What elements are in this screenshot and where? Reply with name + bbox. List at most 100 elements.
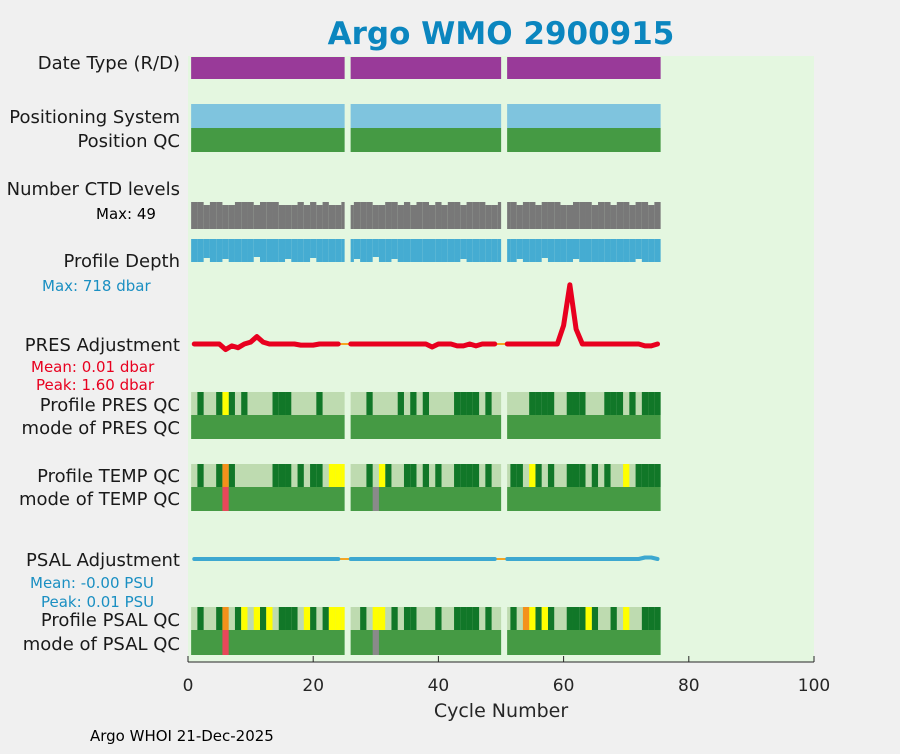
profile-depth-bar — [585, 239, 592, 262]
profile-psal-qc-yellow-flag — [335, 607, 342, 630]
ctd-level-bar — [259, 202, 267, 229]
profile-psal-qc-yellow-flag — [253, 607, 260, 630]
profile-depth-bar — [291, 239, 298, 262]
profile-temp-qc-dark-flag — [216, 464, 223, 487]
profile-temp-qc-dark-flag — [410, 464, 417, 487]
ctd-level-bar — [403, 202, 411, 229]
ctd-level-bar — [554, 202, 561, 229]
profile-depth-bar — [253, 239, 260, 257]
profile-depth-bar — [591, 239, 599, 262]
profile-pres-qc-dark-flag — [460, 392, 467, 415]
mode-psal-qc-background — [191, 630, 345, 655]
profile-psal-qc-dark-flag — [510, 607, 517, 630]
profile-pres-qc-dark-flag — [529, 392, 536, 415]
profile-depth-bar — [541, 239, 548, 258]
ctd-level-bar — [422, 202, 430, 229]
mode-temp-qc-background — [191, 487, 345, 511]
ctd-level-bar — [507, 202, 511, 229]
profile-depth-bar — [259, 239, 267, 262]
profile-depth-bar — [385, 239, 392, 262]
profile-depth-bar — [191, 239, 198, 262]
profile-psal-qc-yellow-flag — [303, 607, 311, 630]
profile-psal-qc-dark-flag — [259, 607, 267, 630]
label-profile-depth: Profile Depth — [63, 251, 180, 272]
ctd-level-bar — [585, 202, 592, 229]
profile-psal-qc-dark-flag — [360, 607, 367, 630]
profile-psal-qc-dark-flag — [291, 607, 298, 630]
profile-psal-qc-dark-flag — [466, 607, 473, 630]
label-profile-temp-qc: Profile TEMP QC — [37, 466, 180, 487]
profile-psal-qc-dark-flag — [234, 607, 242, 630]
profile-temp-qc-yellow-flag — [378, 464, 386, 487]
profile-temp-qc-dark-flag — [579, 464, 586, 487]
x-tick-label: 80 — [678, 676, 700, 696]
profile-pres-qc-dark-flag — [535, 392, 542, 415]
ctd-level-bar — [247, 202, 254, 229]
profile-temp-qc-dark-flag — [472, 464, 480, 487]
profile-temp-qc-dark-flag — [516, 464, 523, 487]
label-ctd-levels: Number CTD levels — [7, 179, 180, 200]
mode-pres-qc-background — [507, 415, 661, 439]
ctd-level-bar — [479, 202, 486, 229]
profile-psal-qc-dark-flag — [648, 607, 655, 630]
profile-psal-qc-dark-flag — [410, 607, 417, 630]
x-axis-ticks: 0 20 40 60 80 100 — [183, 656, 830, 696]
profile-depth-bar — [604, 239, 611, 262]
label-mode-pres-qc: mode of PRES QC — [22, 418, 180, 439]
profile-depth-bar — [598, 239, 605, 262]
x-tick-label: 60 — [553, 676, 575, 696]
mode-temp-qc-background — [507, 487, 661, 511]
profile-psal-qc-dark-flag — [197, 607, 204, 630]
x-tick-label: 40 — [428, 676, 450, 696]
profile-depth-bar — [228, 239, 235, 262]
ctd-level-bar — [472, 202, 480, 229]
profile-pres-qc-dark-flag — [241, 392, 248, 415]
profile-temp-qc-dark-flag — [435, 464, 442, 487]
profile-depth-bar — [328, 239, 336, 262]
profile-depth-bar — [648, 239, 655, 262]
ctd-level-bar — [203, 205, 210, 229]
ctd-level-bar — [322, 202, 329, 229]
ctd-level-bar — [228, 205, 235, 229]
profile-depth-bar — [222, 239, 229, 259]
profile-pres-qc-dark-flag — [422, 392, 430, 415]
profile-temp-qc-dark-flag — [648, 464, 655, 487]
label-position-qc: Position QC — [77, 131, 180, 152]
ctd-level-bar — [460, 205, 467, 229]
profile-depth-bar — [441, 239, 448, 262]
profile-depth-bar — [466, 239, 473, 262]
ctd-level-bar — [466, 202, 473, 229]
footer-credit: Argo WHOI 21-Dec-2025 — [90, 727, 274, 745]
ctd-level-bar — [310, 202, 317, 229]
profile-pres-qc-dark-flag — [197, 392, 204, 415]
profile-temp-qc-dark-flag — [316, 464, 323, 487]
profile-depth-bar — [378, 239, 386, 262]
profile-temp-qc-dark-flag — [547, 464, 555, 487]
profile-pres-qc-dark-flag — [466, 392, 473, 415]
profile-depth-bar — [391, 239, 398, 259]
profile-pres-qc-dark-flag — [572, 392, 580, 415]
profile-temp-qc-dark-flag — [510, 464, 517, 487]
ctd-level-bar — [522, 202, 530, 229]
date-type-bar — [507, 57, 661, 79]
profile-pres-qc-dark-flag — [278, 392, 286, 415]
ctd-level-bar — [416, 202, 423, 229]
ctd-level-bar — [303, 205, 311, 229]
ctd-level-bar — [560, 205, 567, 229]
profile-psal-qc-yellow-flag — [266, 607, 273, 630]
ctd-level-bar — [591, 205, 599, 229]
label-profile-pres-qc: Profile PRES QC — [40, 395, 180, 416]
ctd-level-bar — [366, 202, 373, 229]
profile-depth-bar — [635, 239, 642, 259]
profile-depth-bar — [629, 239, 636, 262]
profile-pres-qc-dark-flag — [648, 392, 655, 415]
pres-adjustment-line — [348, 341, 498, 350]
ctd-level-bar — [216, 202, 223, 229]
ctd-level-bar — [241, 202, 248, 229]
profile-depth-bar — [547, 239, 555, 262]
profile-depth-bar — [209, 239, 217, 262]
profile-temp-qc-dark-flag — [454, 464, 461, 487]
mode-psal-qc-red-flag — [222, 630, 229, 655]
profile-depth-bar — [272, 239, 279, 262]
profile-pres-qc-dark-flag — [285, 392, 292, 415]
